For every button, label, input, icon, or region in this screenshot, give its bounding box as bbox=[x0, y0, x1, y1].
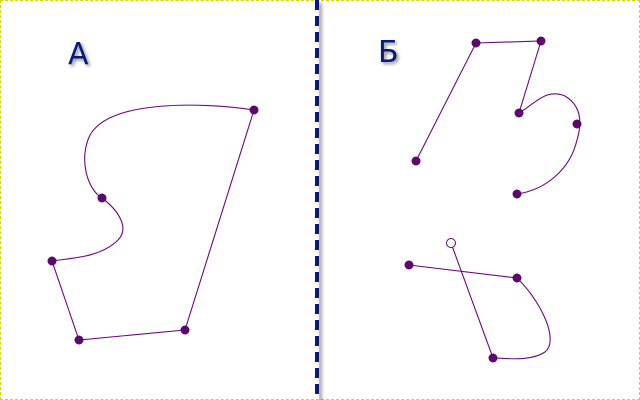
path-b2-node-start[interactable] bbox=[446, 238, 456, 248]
path-b2-node-1[interactable] bbox=[404, 260, 414, 270]
path-a-node-1[interactable] bbox=[249, 105, 259, 115]
path-a-node-3[interactable] bbox=[47, 256, 57, 266]
path-a-outline bbox=[51, 104, 255, 341]
path-b1-node-3[interactable] bbox=[536, 36, 546, 46]
path-b1-outline bbox=[415, 40, 581, 195]
path-b1-node-2[interactable] bbox=[471, 38, 481, 48]
path-b2-node-2[interactable] bbox=[512, 273, 522, 283]
path-a-node-4[interactable] bbox=[74, 335, 84, 345]
path-b1-node-4[interactable] bbox=[514, 108, 524, 118]
path-b1-node-1[interactable] bbox=[411, 156, 421, 166]
path-b1-node-6[interactable] bbox=[512, 189, 522, 199]
panel-label-a: А bbox=[68, 37, 89, 72]
path-a-node-2[interactable] bbox=[97, 193, 107, 203]
path-b1-node-5[interactable] bbox=[572, 119, 582, 129]
panel-divider bbox=[315, 0, 319, 400]
path-b2-node-3[interactable] bbox=[488, 353, 498, 363]
panel-label-b: Б bbox=[378, 35, 399, 70]
path-b2-outline bbox=[408, 242, 551, 360]
path-a-node-5[interactable] bbox=[180, 325, 190, 335]
